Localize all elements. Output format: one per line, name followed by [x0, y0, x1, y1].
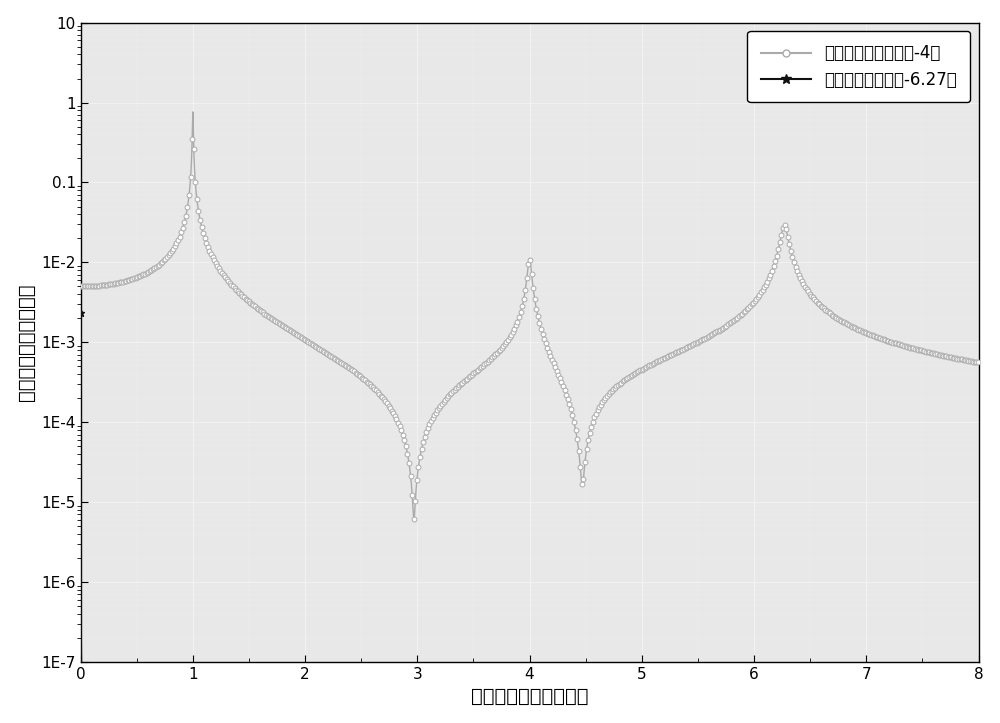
Legend: 高次谐振型硅微悉臂-4倍, 常规矩形硅微悉臂-6.27倍: 高次谐振型硅微悉臂-4倍, 常规矩形硅微悉臂-6.27倍: [747, 31, 970, 102]
X-axis label: 归一化微悉臂振荡频率: 归一化微悉臂振荡频率: [471, 688, 588, 706]
Y-axis label: 响应幅値（对数数値）: 响应幅値（对数数値）: [17, 283, 36, 401]
